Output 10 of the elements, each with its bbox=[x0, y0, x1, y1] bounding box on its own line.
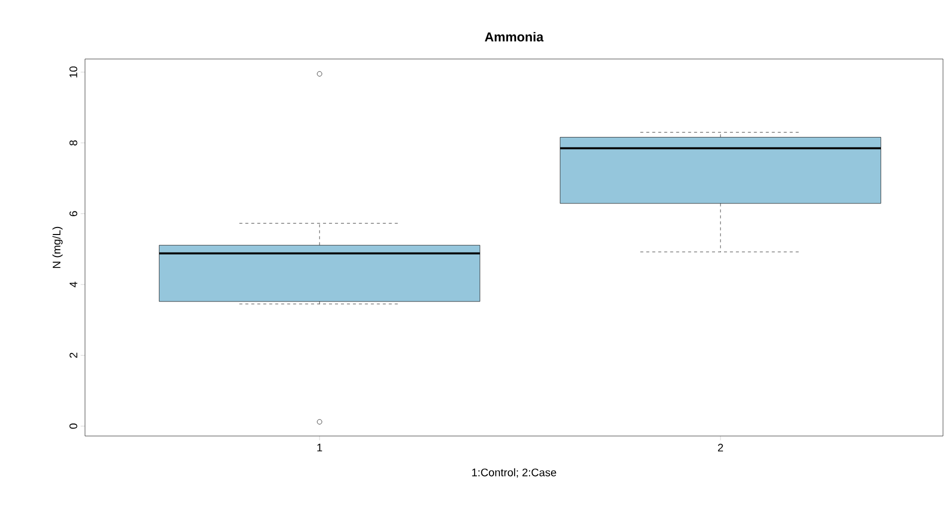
x-tick-label: 1 bbox=[317, 444, 322, 452]
chart-title: Ammonia bbox=[484, 32, 544, 42]
y-axis-title: N (mg/L) bbox=[52, 226, 63, 268]
x-axis-title: 1:Control; 2:Case bbox=[472, 468, 556, 478]
y-tick-label: 4 bbox=[70, 282, 78, 288]
y-tick-label: 10 bbox=[69, 66, 78, 78]
y-tick-label: 2 bbox=[70, 352, 78, 358]
y-tick-label: 6 bbox=[69, 211, 78, 216]
y-tick-label: 0 bbox=[69, 423, 78, 429]
y-tick-label: 8 bbox=[69, 140, 78, 146]
